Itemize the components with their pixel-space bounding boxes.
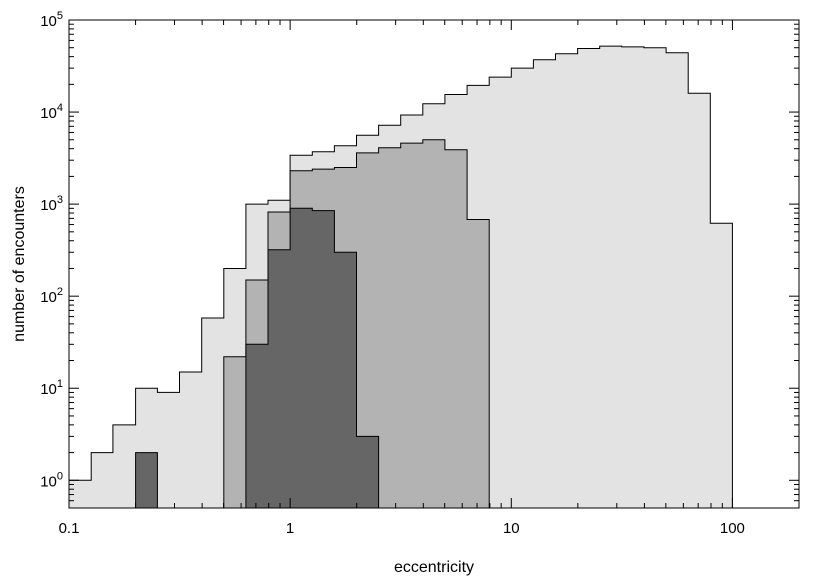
bar bbox=[643, 47, 667, 509]
bar bbox=[400, 143, 424, 508]
bar bbox=[135, 452, 158, 508]
bar bbox=[378, 147, 402, 508]
bar bbox=[489, 77, 512, 508]
series-outline bbox=[179, 139, 490, 509]
bar bbox=[179, 372, 203, 508]
bar bbox=[533, 59, 556, 508]
bar bbox=[599, 46, 623, 508]
series-outline bbox=[135, 207, 380, 508]
bar bbox=[223, 356, 247, 508]
bar bbox=[201, 317, 225, 508]
bar bbox=[688, 93, 711, 509]
bar bbox=[511, 68, 534, 508]
bar bbox=[112, 424, 136, 508]
x-tick-label: 1 bbox=[286, 520, 294, 537]
y-tick-label: 104 bbox=[40, 102, 63, 122]
x-tick-label: 100 bbox=[720, 520, 745, 537]
bar bbox=[467, 219, 490, 508]
bar bbox=[312, 210, 335, 509]
series-outline bbox=[68, 45, 733, 508]
bar bbox=[666, 52, 689, 508]
bar bbox=[710, 223, 733, 509]
y-tick-label: 102 bbox=[40, 286, 63, 306]
bar bbox=[91, 452, 114, 508]
bar bbox=[577, 48, 601, 509]
y-tick-label: 100 bbox=[40, 470, 63, 490]
axes-layer: 0.1 1 10 100 100 101 102 103 104 105 bbox=[40, 10, 800, 537]
bar bbox=[290, 208, 313, 508]
histogram-series-layer bbox=[68, 45, 733, 509]
y-tick-label: 103 bbox=[40, 194, 63, 214]
bar bbox=[621, 46, 645, 509]
x-axis-label: eccentricity bbox=[394, 559, 474, 576]
ticks bbox=[68, 19, 800, 509]
x-tick-label: 0.1 bbox=[59, 520, 80, 537]
bar bbox=[356, 436, 379, 508]
bar bbox=[555, 53, 579, 509]
bar bbox=[444, 149, 468, 508]
series-3 bbox=[135, 207, 380, 509]
y-tick-label: 101 bbox=[40, 378, 63, 398]
x-tick-label: 10 bbox=[503, 520, 520, 537]
bar bbox=[422, 139, 446, 508]
plot-frame bbox=[68, 19, 800, 509]
bar bbox=[356, 152, 379, 508]
bar bbox=[69, 480, 92, 508]
bar bbox=[267, 249, 291, 509]
bar bbox=[334, 252, 357, 508]
y-tick-label: 105 bbox=[40, 10, 63, 30]
y-axis-label: number of encounters bbox=[11, 186, 28, 342]
bar bbox=[245, 344, 269, 508]
bar bbox=[157, 392, 180, 508]
